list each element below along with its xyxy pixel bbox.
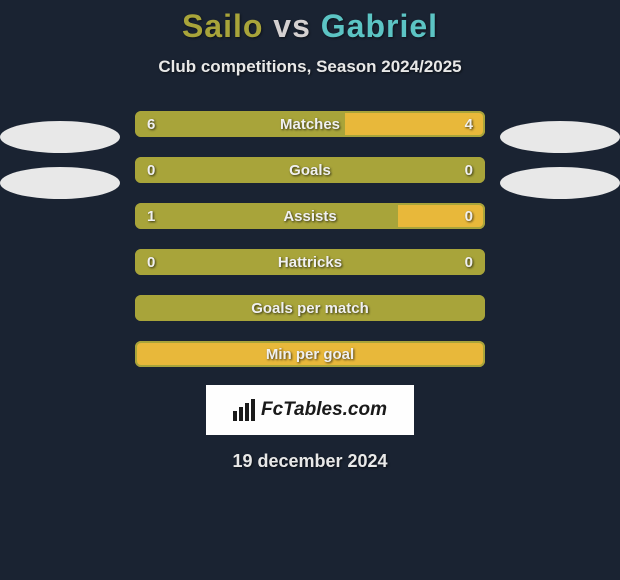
stat-row-assists: 1 Assists 0 bbox=[135, 203, 485, 229]
stat-value-right: 0 bbox=[465, 249, 473, 275]
stat-row-goals: 0 Goals 0 bbox=[135, 157, 485, 183]
comparison-card: Sailo vs Gabriel Club competitions, Seas… bbox=[0, 0, 620, 580]
stat-row-hattricks: 0 Hattricks 0 bbox=[135, 249, 485, 275]
stat-row-min-per-goal: Min per goal bbox=[135, 341, 485, 367]
date-text: 19 december 2024 bbox=[0, 451, 620, 472]
player-silhouette-left-2 bbox=[0, 167, 120, 199]
subtitle: Club competitions, Season 2024/2025 bbox=[0, 57, 620, 77]
logo-bar bbox=[239, 407, 243, 421]
stat-label: Goals bbox=[135, 157, 485, 183]
stat-value-right: 0 bbox=[465, 203, 473, 229]
title-player2: Gabriel bbox=[321, 8, 438, 44]
title-player1: Sailo bbox=[182, 8, 263, 44]
title-vs: vs bbox=[273, 8, 311, 44]
stat-value-right: 0 bbox=[465, 157, 473, 183]
stat-value-right: 4 bbox=[465, 111, 473, 137]
player-silhouette-left-1 bbox=[0, 121, 120, 153]
stat-row-goals-per-match: Goals per match bbox=[135, 295, 485, 321]
stat-label: Assists bbox=[135, 203, 485, 229]
player-silhouette-right-1 bbox=[500, 121, 620, 153]
logo-bar bbox=[251, 399, 255, 421]
stat-label: Min per goal bbox=[135, 341, 485, 367]
stat-label: Hattricks bbox=[135, 249, 485, 275]
stats-block: 6 Matches 4 0 Goals 0 1 Assists 0 bbox=[0, 111, 620, 367]
logo-bar bbox=[245, 403, 249, 421]
logo-box: FcTables.com bbox=[206, 385, 414, 435]
bars-area: 6 Matches 4 0 Goals 0 1 Assists 0 bbox=[135, 111, 485, 367]
logo-bar bbox=[233, 411, 237, 421]
player-silhouette-right-2 bbox=[500, 167, 620, 199]
logo-text: FcTables.com bbox=[261, 399, 387, 421]
bars-icon bbox=[233, 399, 255, 421]
stat-row-matches: 6 Matches 4 bbox=[135, 111, 485, 137]
stat-label: Goals per match bbox=[135, 295, 485, 321]
stat-label: Matches bbox=[135, 111, 485, 137]
title: Sailo vs Gabriel bbox=[0, 8, 620, 45]
